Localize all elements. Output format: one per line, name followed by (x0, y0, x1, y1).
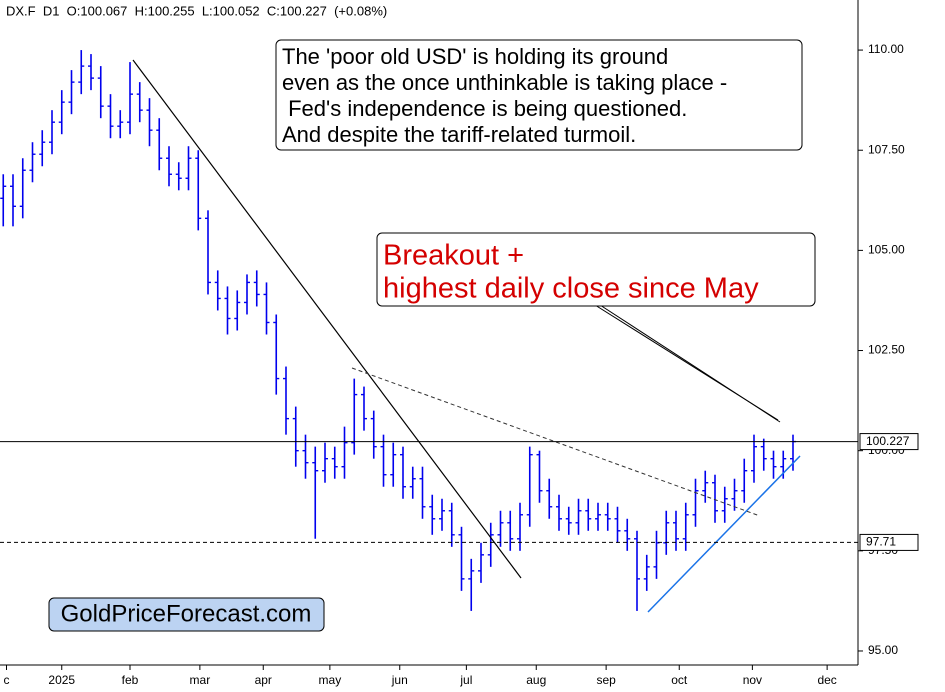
level-label-box (859, 433, 919, 451)
x-tick-label: jun (391, 673, 408, 687)
watermark: GoldPriceForecast.com (61, 600, 312, 627)
annotation-box (275, 39, 803, 151)
x-tick-label: may (319, 673, 342, 687)
x-tick-label: oct (671, 673, 688, 687)
level-label: 100.227 (866, 434, 910, 448)
annotation-box (376, 232, 816, 307)
x-tick-label: mar (190, 673, 211, 687)
x-tick-label: dec (817, 673, 836, 687)
y-tick-label: 107.50 (868, 142, 905, 156)
annotation-text: The 'poor old USD' is holding its ground (282, 44, 668, 69)
x-tick-label: feb (122, 673, 139, 687)
annotation-text: highest daily close since May (383, 273, 759, 305)
x-tick-label: 2025 (48, 673, 75, 687)
annotation-text: Fed's independence is being questioned. (282, 96, 687, 121)
x-tick-label: c (4, 673, 10, 687)
level-label-box (859, 533, 919, 551)
callout-line (599, 304, 781, 423)
bars (0, 50, 796, 611)
y-tick-label: 105.00 (868, 243, 905, 257)
y-tick-label: 110.00 (868, 42, 904, 56)
x-tick-label: jul (459, 673, 472, 687)
level-label: 97.71 (866, 535, 896, 549)
y-tick-label: 95.00 (868, 643, 898, 657)
watermark-box (48, 597, 325, 632)
x-tick-label: nov (743, 673, 762, 687)
annotation-text: And despite the tariff-related turmoil. (282, 122, 636, 147)
trendline (647, 455, 801, 613)
x-tick-label: apr (255, 673, 272, 687)
trendline (132, 59, 522, 579)
annotation-text: even as the once unthinkable is taking p… (282, 70, 727, 95)
annotation-text: Breakout + (383, 240, 524, 272)
header: DX.F D1 O:100.067 H:100.255 L:100.052 C:… (6, 3, 387, 18)
y-tick-label: 102.50 (868, 343, 905, 357)
x-tick-label: aug (526, 673, 546, 687)
x-tick-label: sep (596, 673, 616, 687)
